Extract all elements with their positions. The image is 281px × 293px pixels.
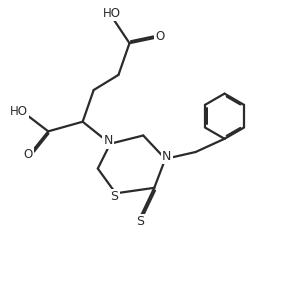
Text: HO: HO — [10, 105, 28, 118]
Text: N: N — [103, 134, 113, 147]
Text: S: S — [110, 190, 118, 203]
Text: O: O — [24, 148, 33, 161]
Text: S: S — [137, 215, 144, 228]
Text: O: O — [155, 30, 164, 43]
Text: HO: HO — [103, 7, 121, 20]
Text: N: N — [162, 150, 171, 163]
